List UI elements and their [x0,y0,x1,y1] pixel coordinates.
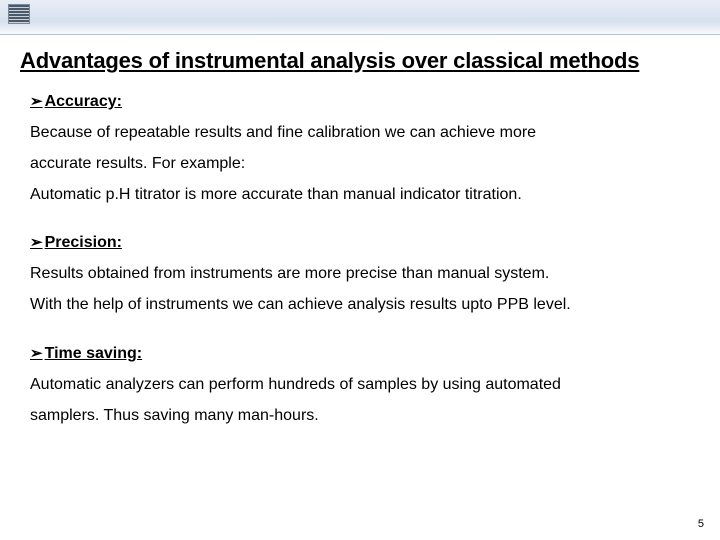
section-heading: ➢ Accuracy: [30,92,700,111]
header-band [0,0,720,36]
body-text: samplers. Thus saving many man-hours. [30,404,700,429]
body-text: Because of repeatable results and fine c… [30,121,700,146]
bullet-arrow-icon: ➢ [30,233,43,251]
body-text: Results obtained from instruments are mo… [30,262,700,287]
page-number: 5 [698,518,704,530]
section-time-saving: ➢ Time saving: Automatic analyzers can p… [20,344,700,429]
body-text: Automatic p.H titrator is more accurate … [30,183,700,208]
bullet-arrow-icon: ➢ [30,344,43,362]
body-text: accurate results. For example: [30,152,700,177]
heading-text: Precision: [45,234,122,252]
heading-text: Time saving: [45,345,143,363]
section-precision: ➢ Precision: Results obtained from instr… [20,233,700,318]
body-text: With the help of instruments we can achi… [30,293,700,318]
section-heading: ➢ Time saving: [30,344,700,363]
header-divider [0,34,720,35]
body-text: Automatic analyzers can perform hundreds… [30,373,700,398]
heading-text: Accuracy: [45,93,122,111]
slide-content: Advantages of instrumental analysis over… [0,36,720,429]
slide-title: Advantages of instrumental analysis over… [20,48,700,74]
bullet-arrow-icon: ➢ [30,92,43,110]
section-heading: ➢ Precision: [30,233,700,252]
logo-icon [8,4,30,24]
section-accuracy: ➢ Accuracy: Because of repeatable result… [20,92,700,207]
